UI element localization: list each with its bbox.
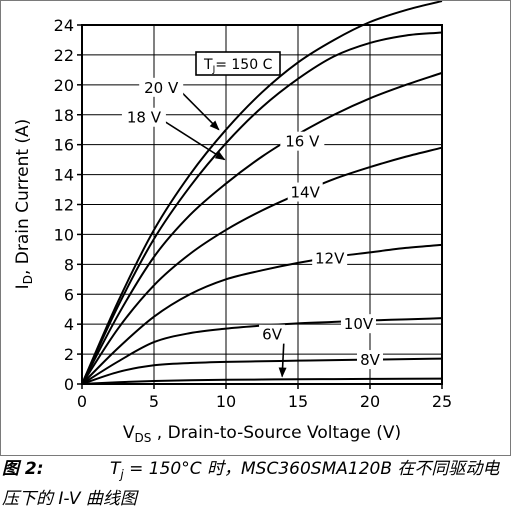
label-bg-6v bbox=[259, 324, 286, 344]
y-tick-label: 2 bbox=[64, 345, 74, 364]
x-tick-label: 20 bbox=[360, 392, 380, 411]
y-tick-label: 14 bbox=[54, 166, 74, 185]
caption-text: = 150°C 时，MSC360SMA120B 在不同驱动电压下的 I-V 曲线… bbox=[2, 459, 500, 510]
label-bg-12v bbox=[312, 248, 348, 268]
curve-20v bbox=[81, 1, 443, 385]
label-bg-16v bbox=[280, 131, 325, 151]
y-axis-label: ID, Drain Current (A) bbox=[13, 119, 35, 290]
label-8v: 8V bbox=[360, 351, 381, 369]
arrow-18v bbox=[161, 119, 226, 161]
arrow-20v bbox=[178, 89, 220, 131]
y-tick-label: 0 bbox=[64, 375, 74, 394]
label-14v: 14V bbox=[291, 184, 321, 202]
y-tick-label: 20 bbox=[54, 76, 74, 95]
curve-16v bbox=[81, 71, 443, 385]
annotation-sub: J bbox=[212, 65, 216, 75]
x-tick-label: 25 bbox=[432, 392, 452, 411]
figure-caption: 图 2: Tj = 150°C 时，MSC360SMA120B 在不同驱动电压下的… bbox=[2, 457, 507, 512]
x-tick-label: 10 bbox=[216, 392, 236, 411]
caption-sub: j bbox=[120, 467, 124, 482]
curve-6v bbox=[81, 377, 443, 385]
curve-14v bbox=[81, 146, 443, 385]
label-20v: 20 V bbox=[144, 79, 179, 97]
label-bg-10v bbox=[340, 314, 376, 334]
label-bg-20v bbox=[139, 77, 184, 97]
label-bg-14v bbox=[287, 182, 323, 202]
curve-18v bbox=[81, 31, 443, 385]
label-bg-8v bbox=[357, 350, 383, 370]
y-tick-label: 12 bbox=[54, 196, 74, 215]
annotation-box: TJ= 150 C bbox=[195, 51, 281, 76]
svg-text:TJ= 150 C: TJ= 150 C bbox=[203, 57, 273, 75]
label-16v: 16 V bbox=[285, 133, 320, 151]
label-bg-18v bbox=[121, 107, 166, 127]
y-tick-label: 24 bbox=[54, 16, 74, 35]
y-tick-label: 18 bbox=[54, 106, 74, 125]
x-tick-label: 5 bbox=[149, 392, 159, 411]
label-18v: 18 V bbox=[127, 109, 162, 127]
label-12v: 12V bbox=[315, 249, 345, 267]
y-tick-label: 16 bbox=[54, 136, 74, 155]
y-tick-label: 10 bbox=[54, 225, 74, 244]
curve-12v bbox=[81, 243, 443, 385]
chart-frame: 20 V 18 V 16 V 14V 12V 10V 6V 8V 0 5 10 15 20 25 0 2 4 6… bbox=[0, 0, 511, 456]
annotation-t: T bbox=[203, 57, 213, 73]
x-tick-label: 15 bbox=[288, 392, 308, 411]
label-10v: 10V bbox=[344, 315, 374, 333]
y-tick-label: 22 bbox=[54, 46, 74, 65]
annotation-rest: = 150 C bbox=[215, 57, 272, 73]
label-6v: 6V bbox=[262, 326, 283, 344]
x-axis-label: VDS , Drain-to-Source Voltage (V) bbox=[123, 423, 401, 445]
figure-label: 图 2: bbox=[2, 459, 44, 479]
series-labels-layer: 20 V 18 V 16 V 14V 12V 10V 6V 8V bbox=[121, 77, 383, 378]
annotation-box-border bbox=[195, 51, 281, 76]
y-tick-label: 4 bbox=[64, 315, 74, 334]
caption-t: T bbox=[110, 459, 121, 479]
x-tick-label: 0 bbox=[77, 392, 87, 411]
y-tick-label: 6 bbox=[64, 285, 74, 304]
y-tick-label: 8 bbox=[64, 255, 74, 274]
